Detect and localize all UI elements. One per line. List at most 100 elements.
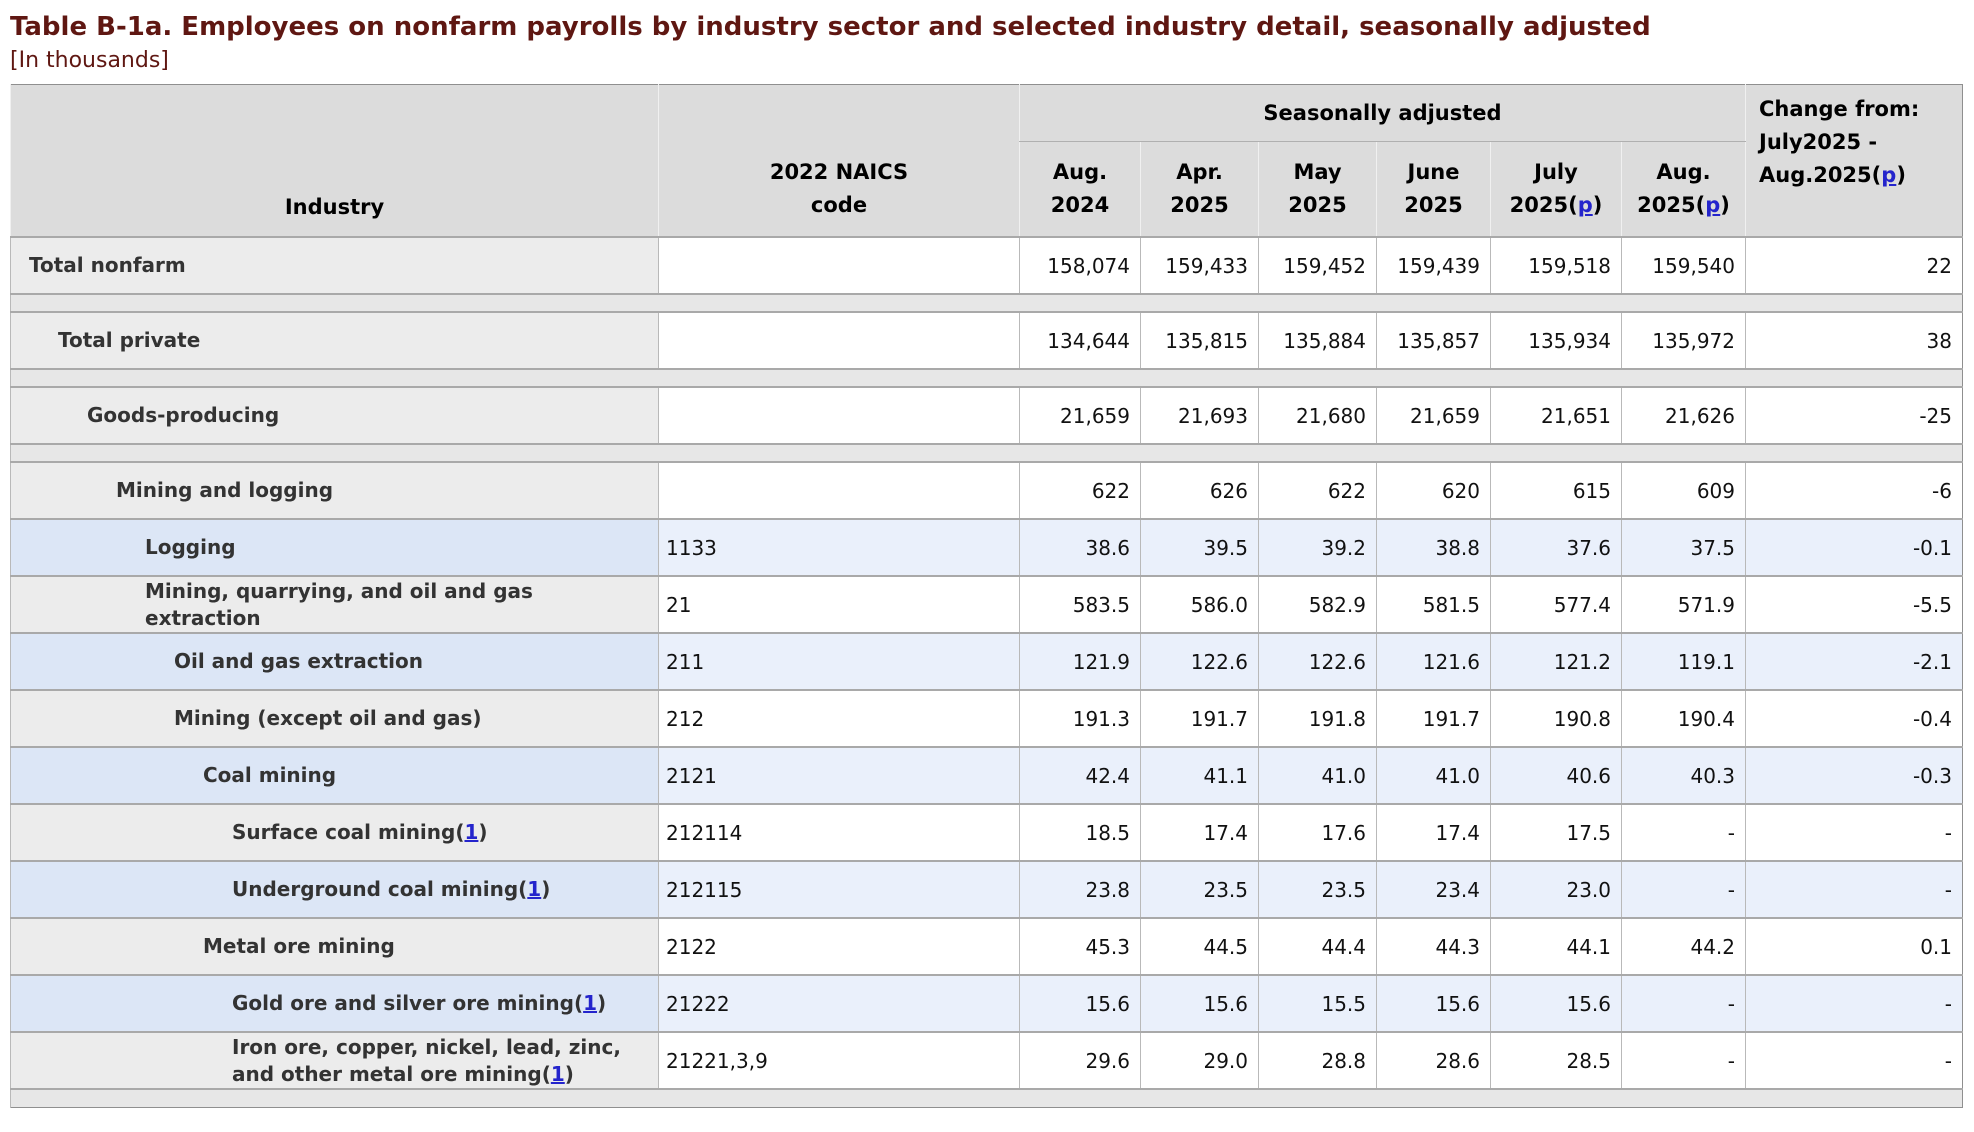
value-cell: 190.8: [1490, 689, 1622, 747]
value-cell: 44.1: [1490, 917, 1622, 975]
change-cell: -6: [1745, 461, 1963, 519]
month-header-row: Aug. 2024 Apr. 2025 May 2025 June 2025 July 2025(…: [11, 141, 1963, 238]
industry-row: Underground coal mining(1) 212115 23.8 23.5…: [10, 860, 1963, 918]
industry-cell: Mining (except oil and gas): [10, 689, 659, 747]
value-cell: 41.0: [1376, 746, 1491, 804]
value-cell: 15.6: [1376, 974, 1491, 1032]
value-cell: 40.3: [1621, 746, 1746, 804]
naics-cell: 21222: [658, 974, 1020, 1032]
month-header-line2: 2025(p): [1509, 193, 1603, 217]
value-cell: 122.6: [1258, 632, 1377, 690]
spacer-row: [10, 368, 1963, 387]
payroll-table: Industry 2022 NAICS code Seasonally adju…: [10, 84, 1963, 1108]
industry-label: Goods-producing: [87, 403, 280, 427]
value-cell: 134,644: [1019, 311, 1141, 369]
value-cell: 571.9: [1621, 575, 1746, 633]
month-header-line1: May: [1293, 160, 1342, 184]
value-cell: 29.6: [1019, 1031, 1141, 1089]
value-cell: 23.5: [1258, 860, 1377, 918]
value-cell: 159,452: [1258, 236, 1377, 294]
industry-cell: Gold ore and silver ore mining(1): [10, 974, 659, 1032]
value-cell: 17.5: [1490, 803, 1622, 861]
preliminary-footnote-link[interactable]: p: [1881, 163, 1897, 187]
value-cell: 17.4: [1376, 803, 1491, 861]
industry-cell: Mining, quarrying, and oil and gas extra…: [10, 575, 659, 633]
value-cell: 38.6: [1019, 518, 1141, 576]
industry-row: Gold ore and silver ore mining(1) 21222 15…: [10, 974, 1963, 1032]
change-cell: -: [1745, 803, 1963, 861]
footnote-link[interactable]: 1: [550, 1061, 565, 1086]
industry-cell: Logging: [10, 518, 659, 576]
industry-label: Mining (except oil and gas): [174, 706, 482, 730]
industry-label: Underground coal mining: [232, 877, 519, 901]
value-cell: 38.8: [1376, 518, 1491, 576]
industry-label: Logging: [145, 535, 236, 559]
value-cell: 37.6: [1490, 518, 1622, 576]
value-cell: 21,651: [1490, 386, 1622, 444]
preliminary-footnote-link[interactable]: p: [1705, 193, 1721, 217]
value-cell: 626: [1140, 461, 1259, 519]
industry-cell: Underground coal mining(1): [10, 860, 659, 918]
industry-cell: Iron ore, copper, nickel, lead, zinc, an…: [10, 1031, 659, 1089]
change-cell: -25: [1745, 386, 1963, 444]
footnote-link[interactable]: 1: [583, 991, 598, 1015]
naics-cell: 2121: [658, 746, 1020, 804]
month-header: June 2025: [1376, 141, 1491, 238]
industry-label: Mining, quarrying, and oil and gas extra…: [145, 578, 533, 630]
naics-cell: 21: [658, 575, 1020, 633]
spacer-row: [10, 443, 1963, 462]
industry-label: Surface coal mining: [232, 820, 456, 844]
month-header: Aug. 2024: [1019, 141, 1141, 238]
footnote-link[interactable]: 1: [464, 820, 479, 844]
value-cell: 39.2: [1258, 518, 1377, 576]
value-cell: 190.4: [1621, 689, 1746, 747]
value-cell: 135,934: [1490, 311, 1622, 369]
change-cell: -0.4: [1745, 689, 1963, 747]
table-body: Total nonfarm 158,074 159,433 159,452 159,43…: [10, 236, 1963, 1107]
naics-cell: 211: [658, 632, 1020, 690]
value-cell: 135,884: [1258, 311, 1377, 369]
industry-row: Total private 134,644 135,815 135,884 135,85…: [10, 311, 1963, 369]
month-header-line1: Aug.: [1052, 160, 1108, 184]
industry-cell: Surface coal mining(1): [10, 803, 659, 861]
value-cell: 28.6: [1376, 1031, 1491, 1089]
industry-row: Coal mining 2121 42.4 41.1 41.0 41.0 40.6 40.3-…: [10, 746, 1963, 804]
value-cell: 583.5: [1019, 575, 1141, 633]
value-cell: 622: [1019, 461, 1141, 519]
change-cell: -5.5: [1745, 575, 1963, 633]
industry-row: Logging 1133 38.6 39.5 39.2 38.8 37.6 37.5 -0.1: [10, 518, 1963, 576]
page: Table B-1a. Employees on nonfarm payroll…: [10, 12, 1963, 1108]
month-header-line2: 2025(p): [1637, 193, 1730, 217]
month-header-line2: 2025: [1288, 193, 1347, 217]
naics-cell: 212115: [658, 860, 1020, 918]
value-cell: 41.1: [1140, 746, 1259, 804]
value-cell: -: [1621, 1031, 1746, 1089]
value-cell: 119.1: [1621, 632, 1746, 690]
spacer-row: [10, 1088, 1963, 1107]
preliminary-footnote-link[interactable]: p: [1577, 193, 1593, 217]
value-cell: 135,815: [1140, 311, 1259, 369]
value-cell: 44.2: [1621, 917, 1746, 975]
value-cell: 159,439: [1376, 236, 1491, 294]
industry-header: Industry: [10, 84, 659, 238]
value-cell: 15.5: [1258, 974, 1377, 1032]
month-header-line1: Apr.: [1176, 160, 1223, 184]
footnote-link[interactable]: 1: [527, 877, 542, 901]
industry-row: Mining, quarrying, and oil and gas extra…: [10, 575, 1963, 633]
value-cell: -: [1621, 803, 1746, 861]
value-cell: 41.0: [1258, 746, 1377, 804]
change-cell: -2.1: [1745, 632, 1963, 690]
spacer-cell: [10, 293, 1963, 312]
industry-row: Mining and logging 622 626 622 620 615 609 -6: [10, 461, 1963, 519]
value-cell: 23.8: [1019, 860, 1141, 918]
industry-row: Mining (except oil and gas) 212 191.3 191.7…: [10, 689, 1963, 747]
industry-label: Coal mining: [203, 763, 337, 787]
value-cell: 191.3: [1019, 689, 1141, 747]
month-header-line2: 2025: [1404, 193, 1463, 217]
value-cell: 191.7: [1376, 689, 1491, 747]
value-cell: 577.4: [1490, 575, 1622, 633]
value-cell: 159,433: [1140, 236, 1259, 294]
value-cell: 121.6: [1376, 632, 1491, 690]
value-cell: 23.5: [1140, 860, 1259, 918]
value-cell: 586.0: [1140, 575, 1259, 633]
